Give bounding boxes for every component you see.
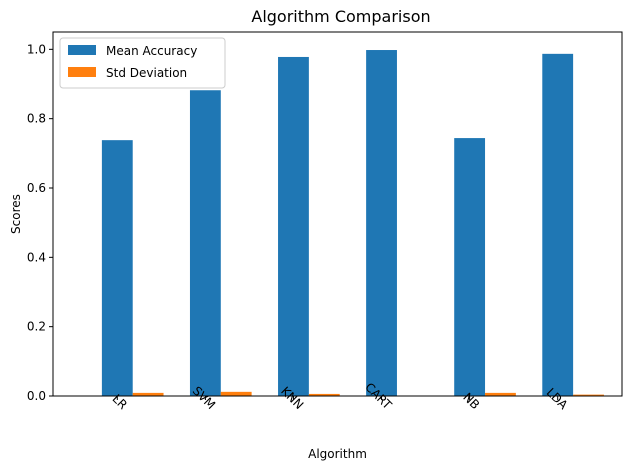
bar-mean-accuracy-lda	[542, 53, 574, 397]
axes-frame	[52, 31, 623, 397]
y-tick-label: 0.6	[27, 181, 46, 195]
bar-mean-accuracy-cart	[366, 50, 397, 396]
legend-swatch-mean-accuracy	[68, 45, 96, 55]
legend-label-mean-accuracy: Mean Accuracy	[106, 44, 197, 58]
y-tick-label: 1.0	[27, 42, 46, 56]
plot-area: 0.00.20.40.60.81.0 LR SVM KNN CART NB LDA	[27, 31, 623, 413]
y-axis: 0.0 0.2 0.4 0.6 0.8 1.0	[27, 42, 53, 403]
bar-mean-accuracy-svm	[189, 90, 221, 397]
bar-mean-accuracy-lr	[101, 140, 133, 396]
legend-swatch-std-deviation	[68, 67, 96, 77]
bar-std-deviation-lda	[573, 394, 604, 396]
legend-box	[59, 37, 226, 89]
x-axis-label: Algorithm	[308, 447, 367, 461]
chart-title: Algorithm Comparison	[251, 7, 430, 26]
bar-std-deviation-svm	[220, 391, 252, 396]
y-tick-label: 0.8	[27, 112, 46, 126]
y-axis-label: Scores	[9, 194, 23, 234]
legend: Mean Accuracy Std Deviation	[59, 37, 226, 89]
bar-std-deviation-nb	[485, 392, 516, 396]
bar-std-deviation-lr	[132, 392, 164, 396]
bar-std-deviation-knn	[308, 393, 340, 396]
y-tick-label: 0.2	[27, 320, 46, 334]
y-tick-label: 0.4	[27, 250, 46, 264]
legend-label-std-deviation: Std Deviation	[106, 66, 187, 80]
bar-mean-accuracy-nb	[454, 138, 486, 396]
y-tick-label: 0.0	[27, 389, 46, 403]
bar-mean-accuracy-knn	[278, 56, 309, 397]
bars-layer	[101, 50, 604, 397]
